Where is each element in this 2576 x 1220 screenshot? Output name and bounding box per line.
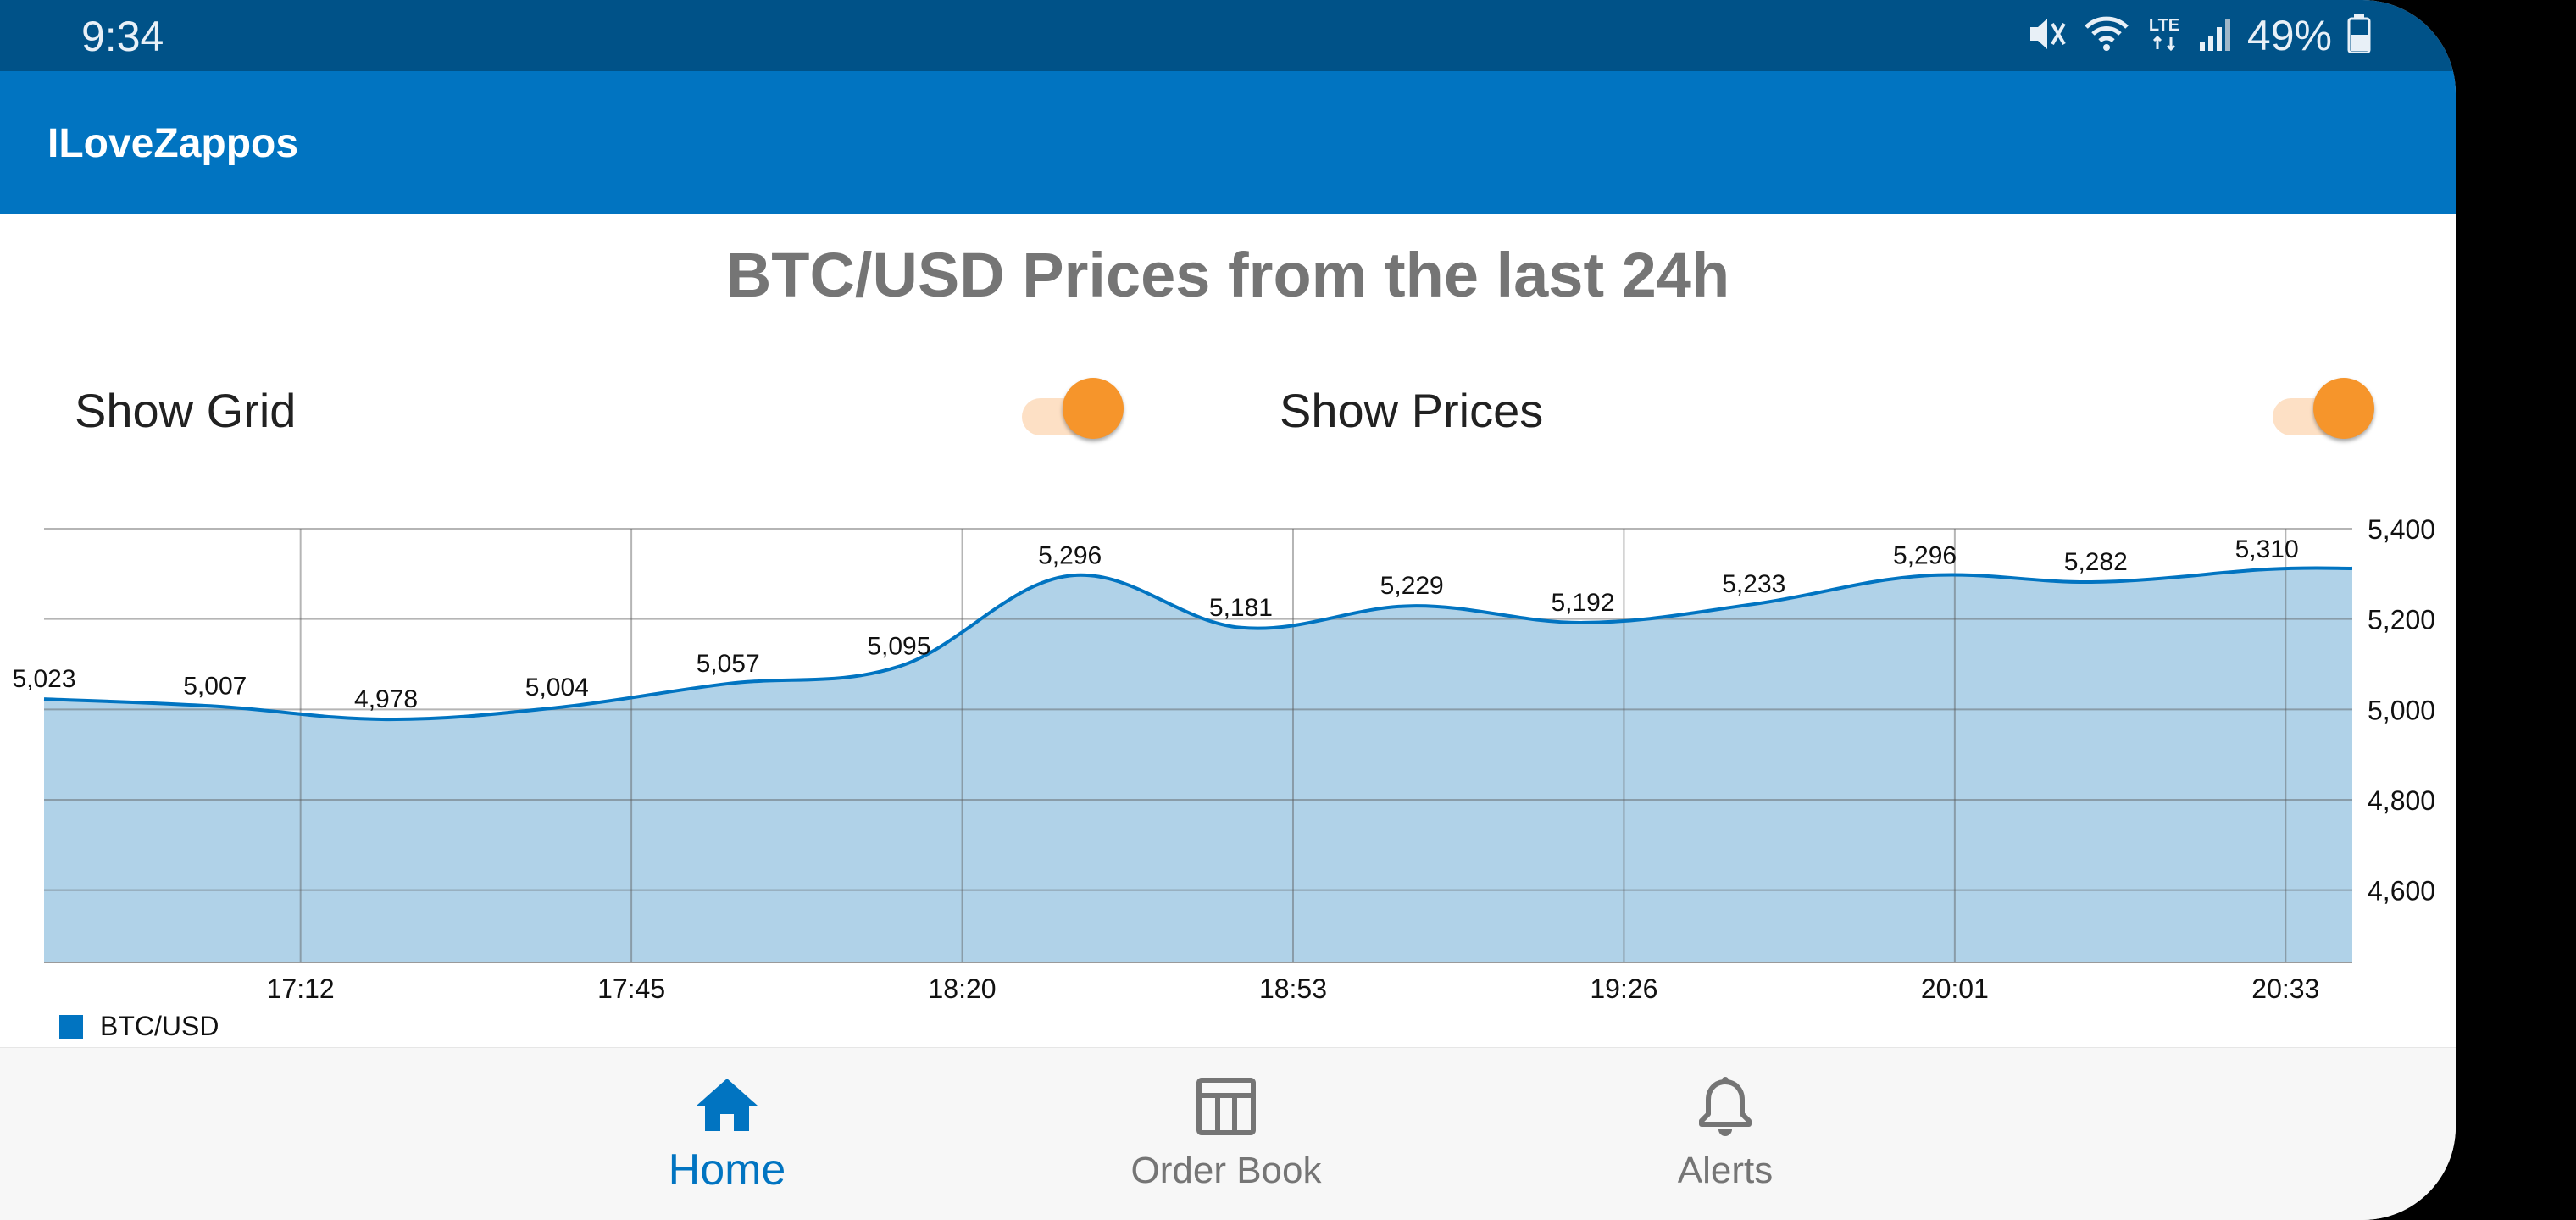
x-tick-label-2: 18:20 <box>929 973 997 1004</box>
data-label-6: 5,296 <box>1038 541 1102 569</box>
nav-order-book-label: Order Book <box>1130 1150 1322 1191</box>
order-book-icon <box>1196 1078 1256 1135</box>
data-label-3: 5,004 <box>525 674 589 702</box>
app-title: ILoveZappos <box>47 121 299 166</box>
nav-alerts-label: Alerts <box>1677 1150 1774 1191</box>
data-label-7: 5,181 <box>1209 594 1273 622</box>
mute-icon <box>2027 15 2068 57</box>
data-label-13: 5,310 <box>2235 535 2299 563</box>
show-prices-toggle[interactable] <box>2273 378 2374 439</box>
legend-label: BTC/USD <box>100 1011 219 1041</box>
battery-icon <box>2347 14 2371 58</box>
series-area-fill <box>44 568 2352 962</box>
x-tick-label-1: 17:45 <box>597 973 665 1004</box>
status-icons: LTE 49% <box>2027 10 2371 61</box>
wifi-icon <box>2083 15 2130 57</box>
home-icon <box>697 1079 758 1131</box>
y-tick-label-4: 5,400 <box>2368 514 2435 545</box>
x-tick-label-0: 17:12 <box>267 973 335 1004</box>
data-label-12: 5,282 <box>2064 548 2128 576</box>
show-grid-toggle[interactable] <box>1022 378 1124 439</box>
nav-order-book[interactable]: Order Book <box>1057 1048 1396 1220</box>
nav-alerts[interactable]: Alerts <box>1556 1048 1895 1220</box>
battery-percent: 49% <box>2246 12 2332 59</box>
y-tick-label-0: 4,600 <box>2368 876 2435 907</box>
show-prices-toggle-thumb <box>2313 378 2374 439</box>
show-grid-label: Show Grid <box>75 384 297 437</box>
price-chart: 5,023 5,007 4,978 5,004 5,057 5,095 5,296 5,181… <box>12 514 2435 1004</box>
show-grid-toggle-thumb <box>1063 378 1124 439</box>
x-tick-label-3: 18:53 <box>1259 973 1327 1004</box>
y-tick-label-3: 5,200 <box>2368 605 2435 635</box>
legend-swatch <box>59 1014 83 1039</box>
show-prices-label: Show Prices <box>1280 384 1544 437</box>
nav-home[interactable]: Home <box>558 1048 897 1220</box>
data-label-11: 5,296 <box>1893 541 1957 569</box>
phone-screen: 9:34 LTE 49% ILoveZappos BTC/USD Prices … <box>0 0 2456 1220</box>
lte-text: LTE <box>2149 16 2179 35</box>
data-label-4: 5,057 <box>697 650 760 678</box>
series-line <box>43 566 2353 722</box>
y-tick-label-2: 5,000 <box>2368 695 2435 725</box>
data-label-10: 5,233 <box>1722 570 1785 598</box>
data-label-2: 4,978 <box>354 685 418 713</box>
data-label-8: 5,229 <box>1380 572 1444 600</box>
app-bar: ILoveZappos <box>0 71 2456 214</box>
data-label-0: 5,023 <box>12 665 75 693</box>
y-tick-label-1: 4,800 <box>2368 785 2435 816</box>
bell-icon <box>1699 1077 1752 1136</box>
signal-icon <box>2198 15 2232 57</box>
nav-home-label: Home <box>668 1145 786 1195</box>
x-tick-label-4: 19:26 <box>1590 973 1657 1004</box>
lte-icon: LTE <box>2146 14 2183 58</box>
status-time: 9:34 <box>81 13 164 60</box>
x-tick-label-6: 20:33 <box>2251 973 2319 1004</box>
data-label-1: 5,007 <box>183 673 247 701</box>
data-label-9: 5,192 <box>1551 589 1614 617</box>
x-tick-label-5: 20:01 <box>1921 973 1989 1004</box>
page-title: BTC/USD Prices from the last 24h <box>725 240 1730 310</box>
bottom-navigation: Home Order Book Alerts <box>0 1047 2456 1220</box>
chart-legend: BTC/USD <box>59 1011 219 1042</box>
data-label-5: 5,095 <box>867 633 930 661</box>
status-bar: 9:34 LTE 49% <box>0 0 2456 71</box>
